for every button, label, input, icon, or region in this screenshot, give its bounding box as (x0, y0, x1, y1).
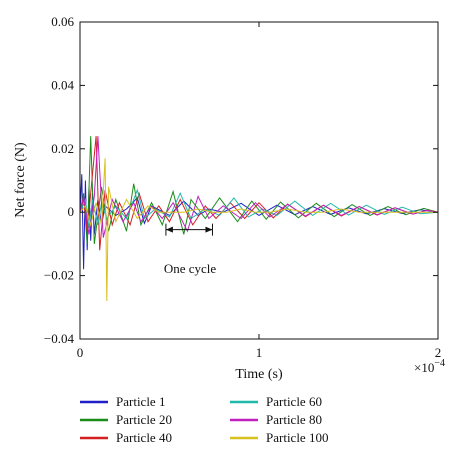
series-line-6 (79, 158, 438, 302)
legend-label-1: Particle 1 (116, 394, 165, 409)
series-line-1 (79, 174, 439, 270)
one-cycle-label: One cycle (164, 261, 217, 276)
x-tick-label: 2 (435, 345, 442, 360)
legend-label-6: Particle 100 (266, 430, 328, 445)
legend-label-2: Particle 20 (116, 412, 172, 427)
plot-series (79, 136, 439, 302)
series-line-5 (79, 136, 439, 238)
y-tick-label: 0 (68, 204, 75, 219)
plot-frame (79, 21, 439, 340)
series-line-2 (79, 136, 439, 244)
y-tick-label: −0.04 (44, 331, 75, 346)
y-tick-label: 0.06 (51, 14, 74, 29)
one-cycle-arrowhead-right (205, 226, 213, 233)
y-tick-label: 0.04 (51, 77, 74, 92)
legend-label-5: Particle 80 (266, 412, 322, 427)
x-axis-label: Time (s) (235, 367, 283, 382)
x-exponent-label: ×10−4 (414, 358, 445, 375)
axis-ticks: 0 1 2 −0.04 −0.02 0 0.02 0.04 0.06 (44, 14, 441, 360)
x-tick-label: 1 (256, 345, 263, 360)
legend-label-3: Particle 40 (116, 430, 172, 445)
y-tick-label: −0.02 (44, 268, 74, 283)
x-exponent-power: −4 (434, 358, 445, 369)
one-cycle-arrowhead-left (165, 226, 173, 233)
series-line-4 (79, 188, 439, 229)
legend: Particle 1 Particle 20 Particle 40 Particle… (80, 394, 328, 445)
legend-label-4: Particle 60 (266, 394, 322, 409)
y-axis-label: Net force (N) (13, 142, 28, 218)
x-tick-label: 0 (77, 345, 84, 360)
y-tick-label: 0.02 (51, 141, 74, 156)
one-cycle-annotation: One cycle (164, 223, 217, 276)
series-line-3 (79, 136, 439, 251)
